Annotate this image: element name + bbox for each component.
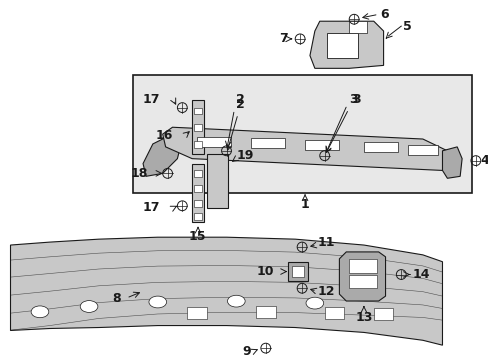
Text: 17: 17: [142, 93, 160, 106]
Bar: [194, 213, 202, 220]
Polygon shape: [10, 237, 442, 345]
Polygon shape: [163, 127, 449, 170]
Text: 19: 19: [236, 149, 253, 162]
Text: 2: 2: [236, 93, 244, 106]
Bar: [197, 137, 231, 147]
Bar: [288, 262, 307, 282]
Ellipse shape: [149, 296, 166, 308]
Text: 14: 14: [412, 268, 429, 281]
Bar: [407, 145, 437, 155]
Ellipse shape: [305, 297, 323, 309]
Text: 2: 2: [226, 98, 244, 150]
Text: 12: 12: [317, 285, 335, 298]
Bar: [194, 124, 202, 131]
Bar: [206, 154, 228, 208]
Text: 9: 9: [242, 345, 250, 357]
Bar: [348, 259, 376, 273]
Bar: [373, 308, 393, 320]
Bar: [194, 200, 202, 207]
Bar: [348, 21, 366, 33]
Bar: [348, 275, 376, 288]
Text: 10: 10: [256, 265, 273, 278]
Text: 1: 1: [300, 198, 309, 211]
Text: 4: 4: [480, 154, 488, 167]
Text: 18: 18: [130, 167, 148, 180]
Bar: [194, 141, 202, 148]
Polygon shape: [309, 21, 383, 68]
Ellipse shape: [227, 295, 244, 307]
Bar: [292, 266, 304, 278]
Text: 15: 15: [188, 230, 205, 243]
Text: 7: 7: [279, 32, 288, 45]
Text: 3: 3: [326, 93, 357, 152]
Text: 16: 16: [155, 129, 172, 141]
Bar: [305, 140, 339, 150]
Bar: [192, 100, 203, 154]
Ellipse shape: [80, 301, 98, 312]
Text: 13: 13: [355, 311, 372, 324]
Polygon shape: [339, 252, 385, 301]
Bar: [194, 108, 202, 114]
Text: 17: 17: [142, 201, 160, 214]
Bar: [250, 138, 285, 148]
Bar: [194, 170, 202, 177]
Ellipse shape: [31, 306, 49, 318]
Bar: [326, 33, 357, 58]
Text: 5: 5: [403, 19, 411, 33]
Bar: [187, 307, 206, 319]
Bar: [133, 75, 471, 193]
Bar: [194, 185, 202, 192]
Text: 3: 3: [351, 93, 360, 106]
Polygon shape: [143, 134, 182, 176]
Text: 8: 8: [112, 292, 121, 305]
Bar: [324, 307, 344, 319]
Text: 6: 6: [380, 8, 388, 21]
Bar: [255, 306, 275, 318]
Text: 11: 11: [317, 235, 335, 249]
Polygon shape: [442, 147, 461, 178]
Bar: [363, 142, 398, 152]
Bar: [192, 163, 203, 222]
